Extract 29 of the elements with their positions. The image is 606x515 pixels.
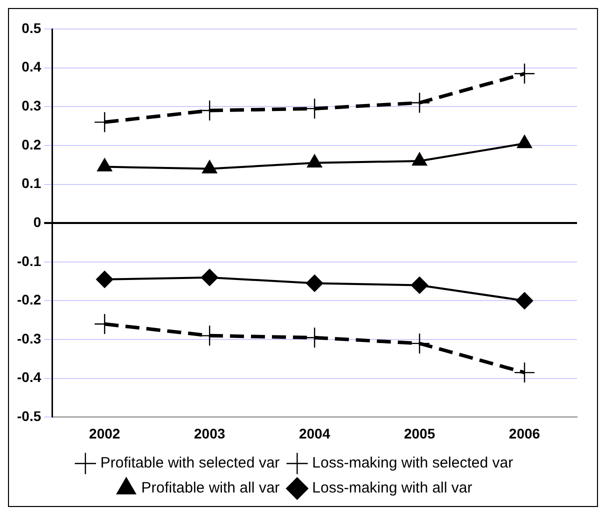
legend-label: Profitable with selected var [100,454,280,472]
legend-label: Loss-making with all var [312,480,472,497]
point [514,63,536,84]
point [410,276,428,294]
y-tick-label: 0.2 [22,136,42,152]
x-tick-label: 2005 [404,425,436,442]
y-tick-label: 0.3 [22,98,42,114]
legend-label: Loss-making with selected var [312,454,514,472]
point [94,112,116,133]
y-tick-label: -0.3 [17,330,42,346]
y-tick-label: -0.4 [17,369,42,386]
point [200,268,218,286]
y-tick-label: 0.5 [22,20,42,36]
point [306,274,324,292]
point [514,362,536,384]
x-tick-label: 2003 [194,425,226,442]
point [96,270,114,288]
x-tick-label: 2006 [508,425,540,442]
y-tick-label: -0.1 [17,252,42,269]
x-tick-label: 2004 [298,425,330,442]
y-tick-label: 0 [33,214,42,230]
y-tick-label: 0.4 [22,58,42,75]
y-tick-label: -0.5 [17,408,42,424]
y-tick-label: 0.1 [22,175,42,192]
y-tick-label: -0.2 [17,292,42,308]
legend-label: Profitable with all var [141,480,280,497]
point [516,292,534,310]
x-tick-label: 2002 [89,425,120,442]
point [94,313,116,335]
